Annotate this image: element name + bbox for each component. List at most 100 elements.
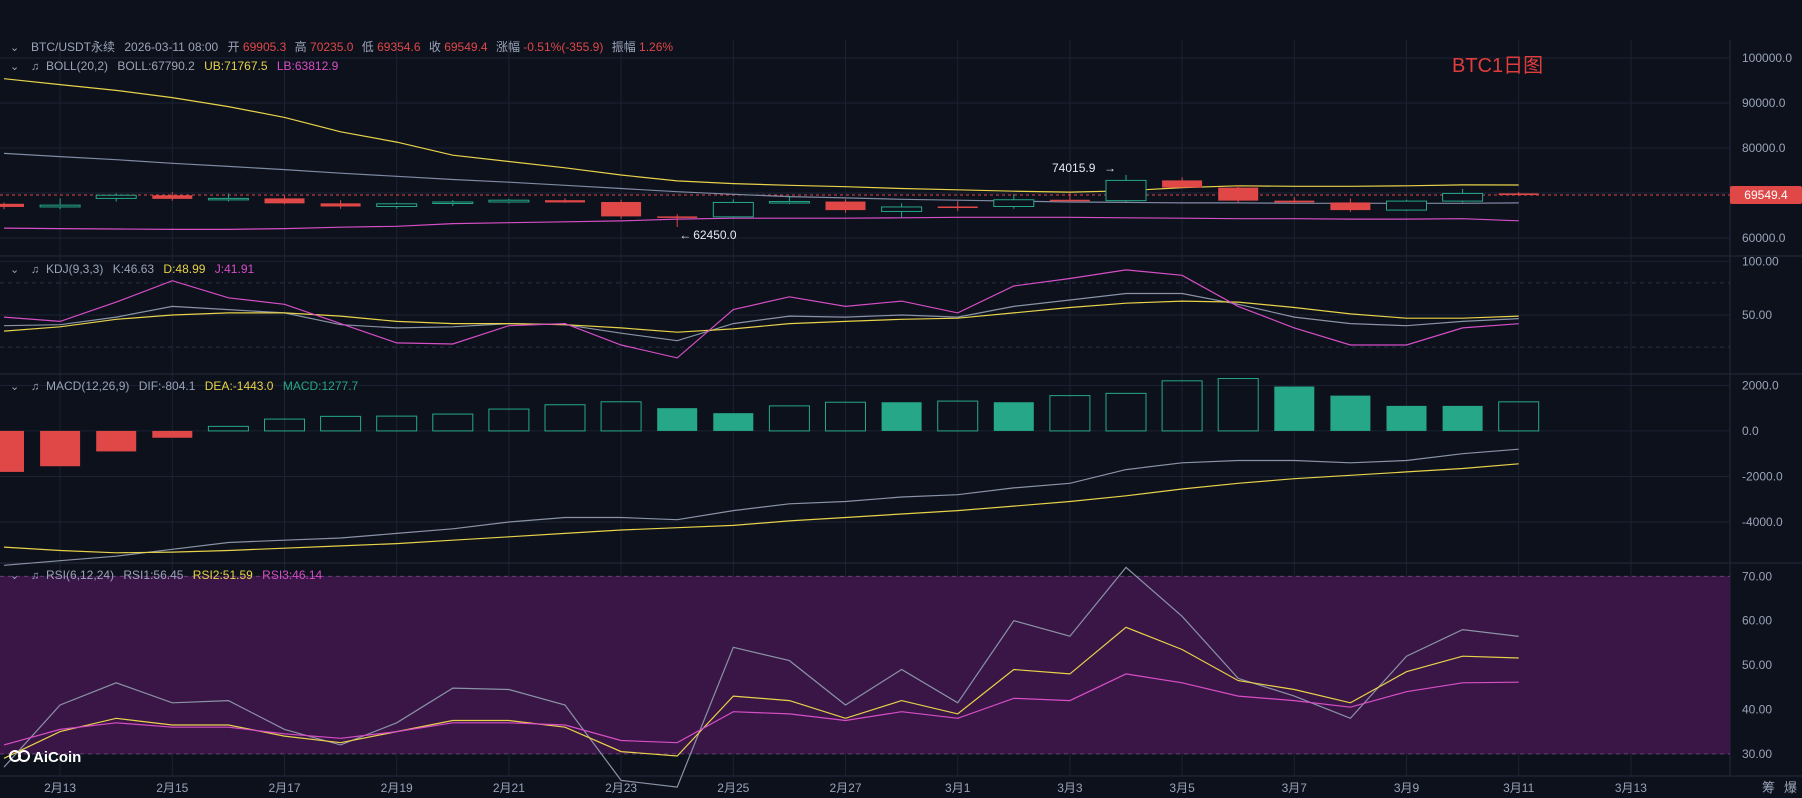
collapse-icon[interactable]: ⌄ (10, 381, 19, 393)
x-tick-label: 2月19 (381, 781, 413, 795)
macd-dea-line (3, 463, 1519, 554)
macd-histogram-bar (600, 401, 642, 432)
rsi-y-tick-label: 50.00 (1742, 658, 1772, 672)
x-tick-label: 2月27 (829, 781, 861, 795)
macd-histogram-bar (207, 425, 249, 432)
candle-body (1274, 200, 1315, 203)
macd-dif-value: DIF:-804.1 (139, 379, 196, 393)
x-tick-label: 3月3 (1057, 781, 1083, 795)
alarm-bell-icon[interactable]: ♫ (31, 381, 39, 393)
candle-body (320, 203, 361, 207)
x-tick-label: 3月7 (1282, 781, 1308, 795)
amp-label: 振幅 (612, 39, 636, 54)
candle-body (432, 201, 474, 204)
rsi3-value: RSI3:46.14 (262, 568, 322, 582)
amp-value: 1.26% (639, 40, 673, 54)
macd-histogram-bar (320, 415, 362, 432)
svg-text:RSI(6,12,24) RSI1:56.45: RSI(6,12,24) RSI1:56.45 RSI2:51.59 RSI3:… (46, 568, 323, 582)
candle-body (1330, 202, 1371, 211)
low-value: 69354.6 (377, 40, 421, 54)
symbol-header: ⌄ BTC/USDT永续 2026-03-11 08:00 开 69905.3 … (10, 39, 673, 54)
alarm-bell-icon[interactable]: ♫ (31, 570, 39, 582)
candle-body (1386, 200, 1427, 211)
macd-histogram-bar (768, 405, 810, 432)
candle-body (1218, 187, 1259, 201)
candle-body (0, 203, 24, 207)
last-price-tag: 69549.4 (1730, 186, 1802, 205)
chips-toggle[interactable]: 筹 (1762, 780, 1775, 795)
svg-text:BTC/USDT永续 2026-03-11 08: BTC/USDT永续 2026-03-11 08:00 开 69905.3 高 … (31, 39, 673, 54)
macd-y-tick-label: -4000.0 (1742, 515, 1783, 529)
kdj-y-tick-label: 50.00 (1742, 308, 1772, 322)
period-high-arrow-icon: → (1104, 161, 1116, 175)
macd-histogram-bar (1442, 405, 1483, 431)
symbol-name: BTC/USDT永续 (31, 40, 115, 54)
collapse-icon[interactable]: ⌄ (10, 61, 19, 73)
candle-body (207, 197, 249, 201)
candle-body (657, 216, 698, 218)
candle-body (376, 203, 418, 208)
macd-histogram-bar (264, 418, 305, 432)
x-tick-label: 2月15 (156, 781, 188, 795)
boll-mid-line (3, 152, 1519, 204)
collapse-icon[interactable]: ⌄ (10, 42, 19, 54)
candle-body (937, 206, 978, 208)
macd-histogram-bar (713, 413, 754, 431)
macd-histogram-bar (1217, 378, 1259, 432)
change-label: 涨幅 (496, 39, 520, 54)
liquidation-toggle[interactable]: 爆 (1784, 780, 1797, 795)
bar-datetime: 2026-03-11 08:00 (124, 40, 218, 54)
macd-y-tick-label: 0.0 (1742, 424, 1759, 438)
alarm-bell-icon[interactable]: ♫ (31, 61, 39, 73)
open-label: 开 (228, 40, 240, 54)
macd-histogram-bar (544, 404, 586, 432)
x-tick-label: 2月21 (493, 781, 525, 795)
candle-body (39, 204, 81, 208)
close-label: 收 (429, 40, 441, 54)
candle-body (1498, 193, 1539, 196)
macd-histogram-bar (937, 400, 979, 432)
rsi-y-tick-label: 60.00 (1742, 614, 1772, 628)
boll-lb-value: LB:63812.9 (277, 59, 339, 73)
kdj-title: KDJ(9,3,3) (46, 262, 103, 276)
candle-body (545, 200, 585, 203)
macd-title: MACD(12,26,9) (46, 379, 129, 393)
boll-ub-value: UB:71767.5 (204, 59, 268, 73)
x-tick-label: 2月17 (268, 781, 300, 795)
candle-body (95, 194, 137, 199)
kdj-k-line (3, 292, 1519, 342)
collapse-icon[interactable]: ⌄ (10, 264, 19, 276)
macd-histogram-bar (0, 430, 24, 472)
macd-histogram-bar (40, 430, 81, 467)
candle-body (993, 199, 1035, 207)
boll-title: BOLL(20,2) (46, 59, 108, 73)
macd-histogram-bar (488, 408, 530, 432)
kdj-legend: ⌄ ♫ KDJ(9,3,3) K:46.63 D:48.99 J:41.91 (10, 262, 254, 276)
candle-body (264, 198, 305, 204)
macd-legend: ⌄ ♫ MACD(12,26,9) DIF:-804.1 DEA:-1443.0… (10, 379, 359, 393)
rsi-band (0, 576, 1730, 754)
last-price-value: 69549.4 (1744, 188, 1788, 202)
alarm-bell-icon[interactable]: ♫ (31, 264, 39, 276)
candle-body (712, 201, 754, 218)
boll-lb-line (3, 216, 1519, 230)
chart-watermark: BTC1日图 (1452, 55, 1543, 77)
x-tick-label: 3月5 (1169, 781, 1195, 795)
kdj-d-line (3, 300, 1519, 333)
candle-body (488, 199, 530, 203)
rsi1-line (3, 566, 1519, 788)
macd-histogram-bar (993, 402, 1034, 431)
candle-body (152, 195, 193, 199)
close-value: 69549.4 (444, 40, 488, 54)
open-value: 69905.3 (243, 40, 287, 54)
kdj-y-tick-label: 100.00 (1742, 254, 1779, 268)
rsi-legend: ⌄ ♫ RSI(6,12,24) RSI1:56.45 RSI2:51.59 R… (10, 568, 323, 582)
rsi-y-tick-label: 40.00 (1742, 702, 1772, 716)
x-tick-label: 3月13 (1615, 781, 1647, 795)
collapse-icon[interactable]: ⌄ (10, 570, 19, 582)
svg-text:BOLL(20,2) BOLL:67790.2: BOLL(20,2) BOLL:67790.2 UB:71767.5 LB:63… (46, 59, 339, 73)
rsi-title: RSI(6,12,24) (46, 568, 114, 582)
macd-dif-line (3, 448, 1519, 566)
macd-histogram-bar (152, 430, 193, 438)
kdj-j-line (3, 269, 1519, 359)
